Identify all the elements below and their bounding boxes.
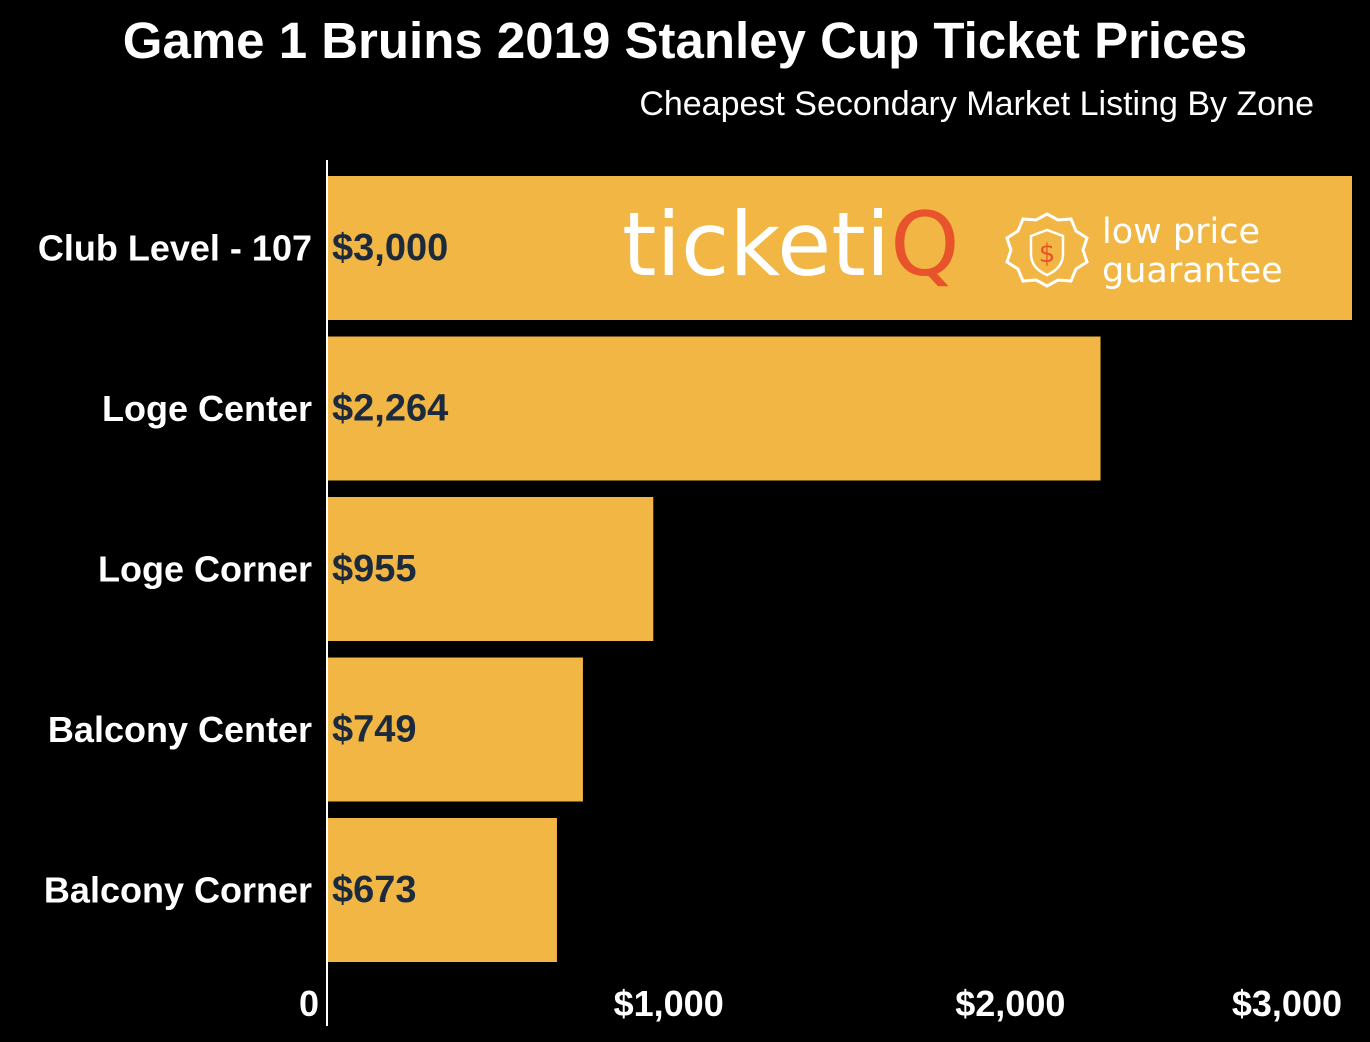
bars-layer [327, 176, 1352, 962]
logo-tagline-line1: low price [1102, 212, 1260, 252]
x-tick-label: $2,000 [955, 983, 1065, 1024]
dollar-seal-icon: $ [1005, 212, 1089, 288]
category-label: Loge Corner [98, 549, 312, 590]
data-labels: $3,000 $2,264 $955 $749 $673 [332, 227, 448, 911]
chart-title: Game 1 Bruins 2019 Stanley Cup Ticket Pr… [122, 12, 1248, 69]
logo-brand-text: ticketi [622, 193, 890, 296]
logo-tagline-line2: guarantee [1102, 251, 1283, 291]
bar [327, 497, 654, 641]
category-label: Club Level - 107 [38, 228, 312, 269]
ticketiq-logo: ticketiQ $ low price guarantee [622, 193, 1283, 296]
chart-subtitle: Cheapest Secondary Market Listing By Zon… [639, 85, 1314, 123]
category-label: Balcony Corner [44, 870, 312, 911]
bar [327, 336, 1101, 481]
data-label: $955 [332, 548, 417, 590]
data-label: $3,000 [332, 227, 448, 269]
x-tick-label: 0 [299, 983, 319, 1024]
data-label: $673 [332, 869, 417, 911]
category-labels: Club Level - 107 Loge Center Loge Corner Ba… [38, 228, 312, 911]
svg-text:$: $ [1039, 239, 1056, 269]
bar [327, 818, 557, 962]
data-label: $2,264 [332, 388, 448, 430]
logo-brand-accent: Q [890, 193, 959, 296]
bar [327, 657, 583, 802]
category-label: Loge Center [102, 388, 312, 429]
x-tick-label: $1,000 [614, 983, 724, 1024]
bar [327, 176, 1352, 320]
x-axis-tick-labels: 0 $1,000 $2,000 $3,000 [299, 983, 1342, 1024]
x-tick-label: $3,000 [1232, 983, 1342, 1024]
svg-text:ticketiQ: ticketiQ [622, 193, 960, 296]
category-label: Balcony Center [48, 709, 312, 750]
data-label: $749 [332, 709, 417, 751]
